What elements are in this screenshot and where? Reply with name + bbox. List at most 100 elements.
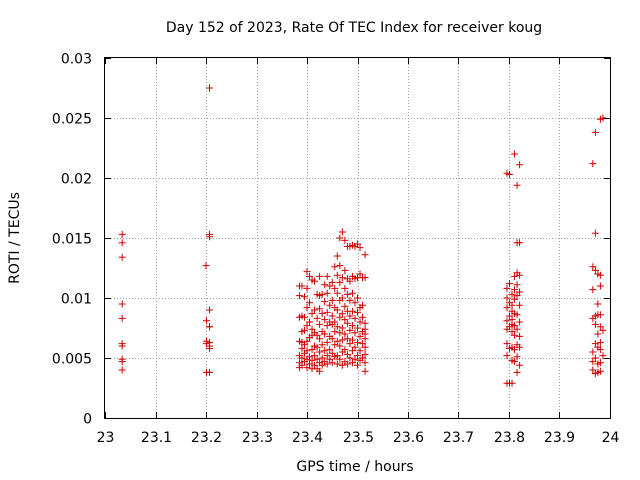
data-point — [356, 347, 364, 355]
data-point — [326, 301, 334, 309]
data-point — [323, 338, 331, 346]
data-point — [516, 288, 524, 296]
data-point — [316, 305, 324, 313]
data-point — [508, 328, 516, 336]
data-point — [508, 379, 516, 387]
data-point — [306, 318, 314, 326]
data-point — [341, 330, 349, 338]
data-point — [308, 346, 316, 354]
data-point — [361, 251, 369, 259]
data-point — [336, 313, 344, 321]
data-point — [338, 324, 346, 332]
data-point — [346, 326, 354, 334]
data-point — [503, 304, 511, 312]
data-point — [333, 252, 341, 260]
data-point — [331, 284, 339, 292]
data-point — [331, 263, 339, 271]
data-point — [599, 352, 607, 360]
data-point — [506, 280, 514, 288]
data-point — [596, 311, 604, 319]
data-point — [516, 271, 524, 279]
data-point — [513, 325, 521, 333]
data-point — [328, 278, 336, 286]
data-point — [511, 346, 519, 354]
data-point — [503, 284, 511, 292]
data-point — [516, 361, 524, 369]
x-tick-label: 23.8 — [494, 430, 525, 446]
data-point — [300, 326, 308, 334]
data-point — [321, 347, 329, 355]
data-point — [338, 228, 346, 236]
data-point — [331, 318, 339, 326]
data-point — [313, 314, 321, 322]
data-point — [361, 350, 369, 358]
data-point — [359, 313, 367, 321]
data-point — [591, 266, 599, 274]
x-tick-label: 23.4 — [292, 430, 323, 446]
data-point — [338, 361, 346, 369]
data-point — [328, 296, 336, 304]
chart-title: Day 152 of 2023, Rate Of TEC Index for r… — [166, 20, 542, 36]
data-point — [118, 253, 126, 261]
data-point — [336, 234, 344, 242]
data-point — [118, 300, 126, 308]
data-point — [508, 290, 516, 298]
data-point — [321, 281, 329, 289]
data-point — [341, 346, 349, 354]
data-point — [308, 325, 316, 333]
data-point — [596, 359, 604, 367]
x-tick-label: 23.2 — [191, 430, 222, 446]
data-point — [318, 354, 326, 362]
data-point — [516, 239, 524, 247]
data-point — [313, 343, 321, 351]
data-point — [298, 361, 306, 369]
data-point — [316, 320, 324, 328]
data-point — [503, 352, 511, 360]
data-point — [356, 270, 364, 278]
data-point — [328, 335, 336, 343]
data-point — [300, 313, 308, 321]
data-point — [333, 323, 341, 331]
data-point — [323, 308, 331, 316]
data-point — [511, 295, 519, 303]
data-point — [118, 342, 126, 350]
data-point — [336, 355, 344, 363]
data-point — [589, 263, 597, 271]
data-point — [326, 282, 334, 290]
data-point — [331, 328, 339, 336]
y-tick-label: 0 — [83, 412, 92, 428]
data-point — [331, 341, 339, 349]
data-point — [202, 262, 210, 270]
data-point — [346, 354, 354, 362]
data-point — [351, 329, 359, 337]
data-point — [589, 358, 597, 366]
data-point — [316, 348, 324, 356]
data-point — [348, 359, 356, 367]
data-point — [348, 307, 356, 315]
data-point — [206, 233, 214, 241]
y-tick-label: 0.03 — [61, 52, 92, 68]
y-tick-label: 0.025 — [52, 112, 92, 128]
data-point — [343, 350, 351, 358]
data-point — [354, 352, 361, 360]
data-point — [516, 161, 524, 169]
data-point — [118, 314, 126, 322]
data-point — [511, 286, 519, 294]
data-point — [348, 289, 356, 297]
data-point — [326, 355, 334, 363]
data-point — [203, 317, 211, 325]
data-point — [333, 306, 341, 314]
data-point — [343, 360, 351, 368]
data-point — [341, 302, 349, 310]
y-tick-labels: 0 0.005 0.01 0.015 0.02 0.025 0.03 — [52, 52, 92, 428]
data-point — [511, 150, 519, 158]
data-point — [303, 337, 311, 345]
data-point — [516, 332, 524, 340]
data-point — [336, 329, 344, 337]
data-point — [591, 340, 599, 348]
data-point — [323, 289, 331, 297]
data-point — [303, 268, 311, 276]
data-point — [311, 352, 319, 360]
data-point — [313, 355, 321, 363]
data-point — [359, 354, 367, 362]
